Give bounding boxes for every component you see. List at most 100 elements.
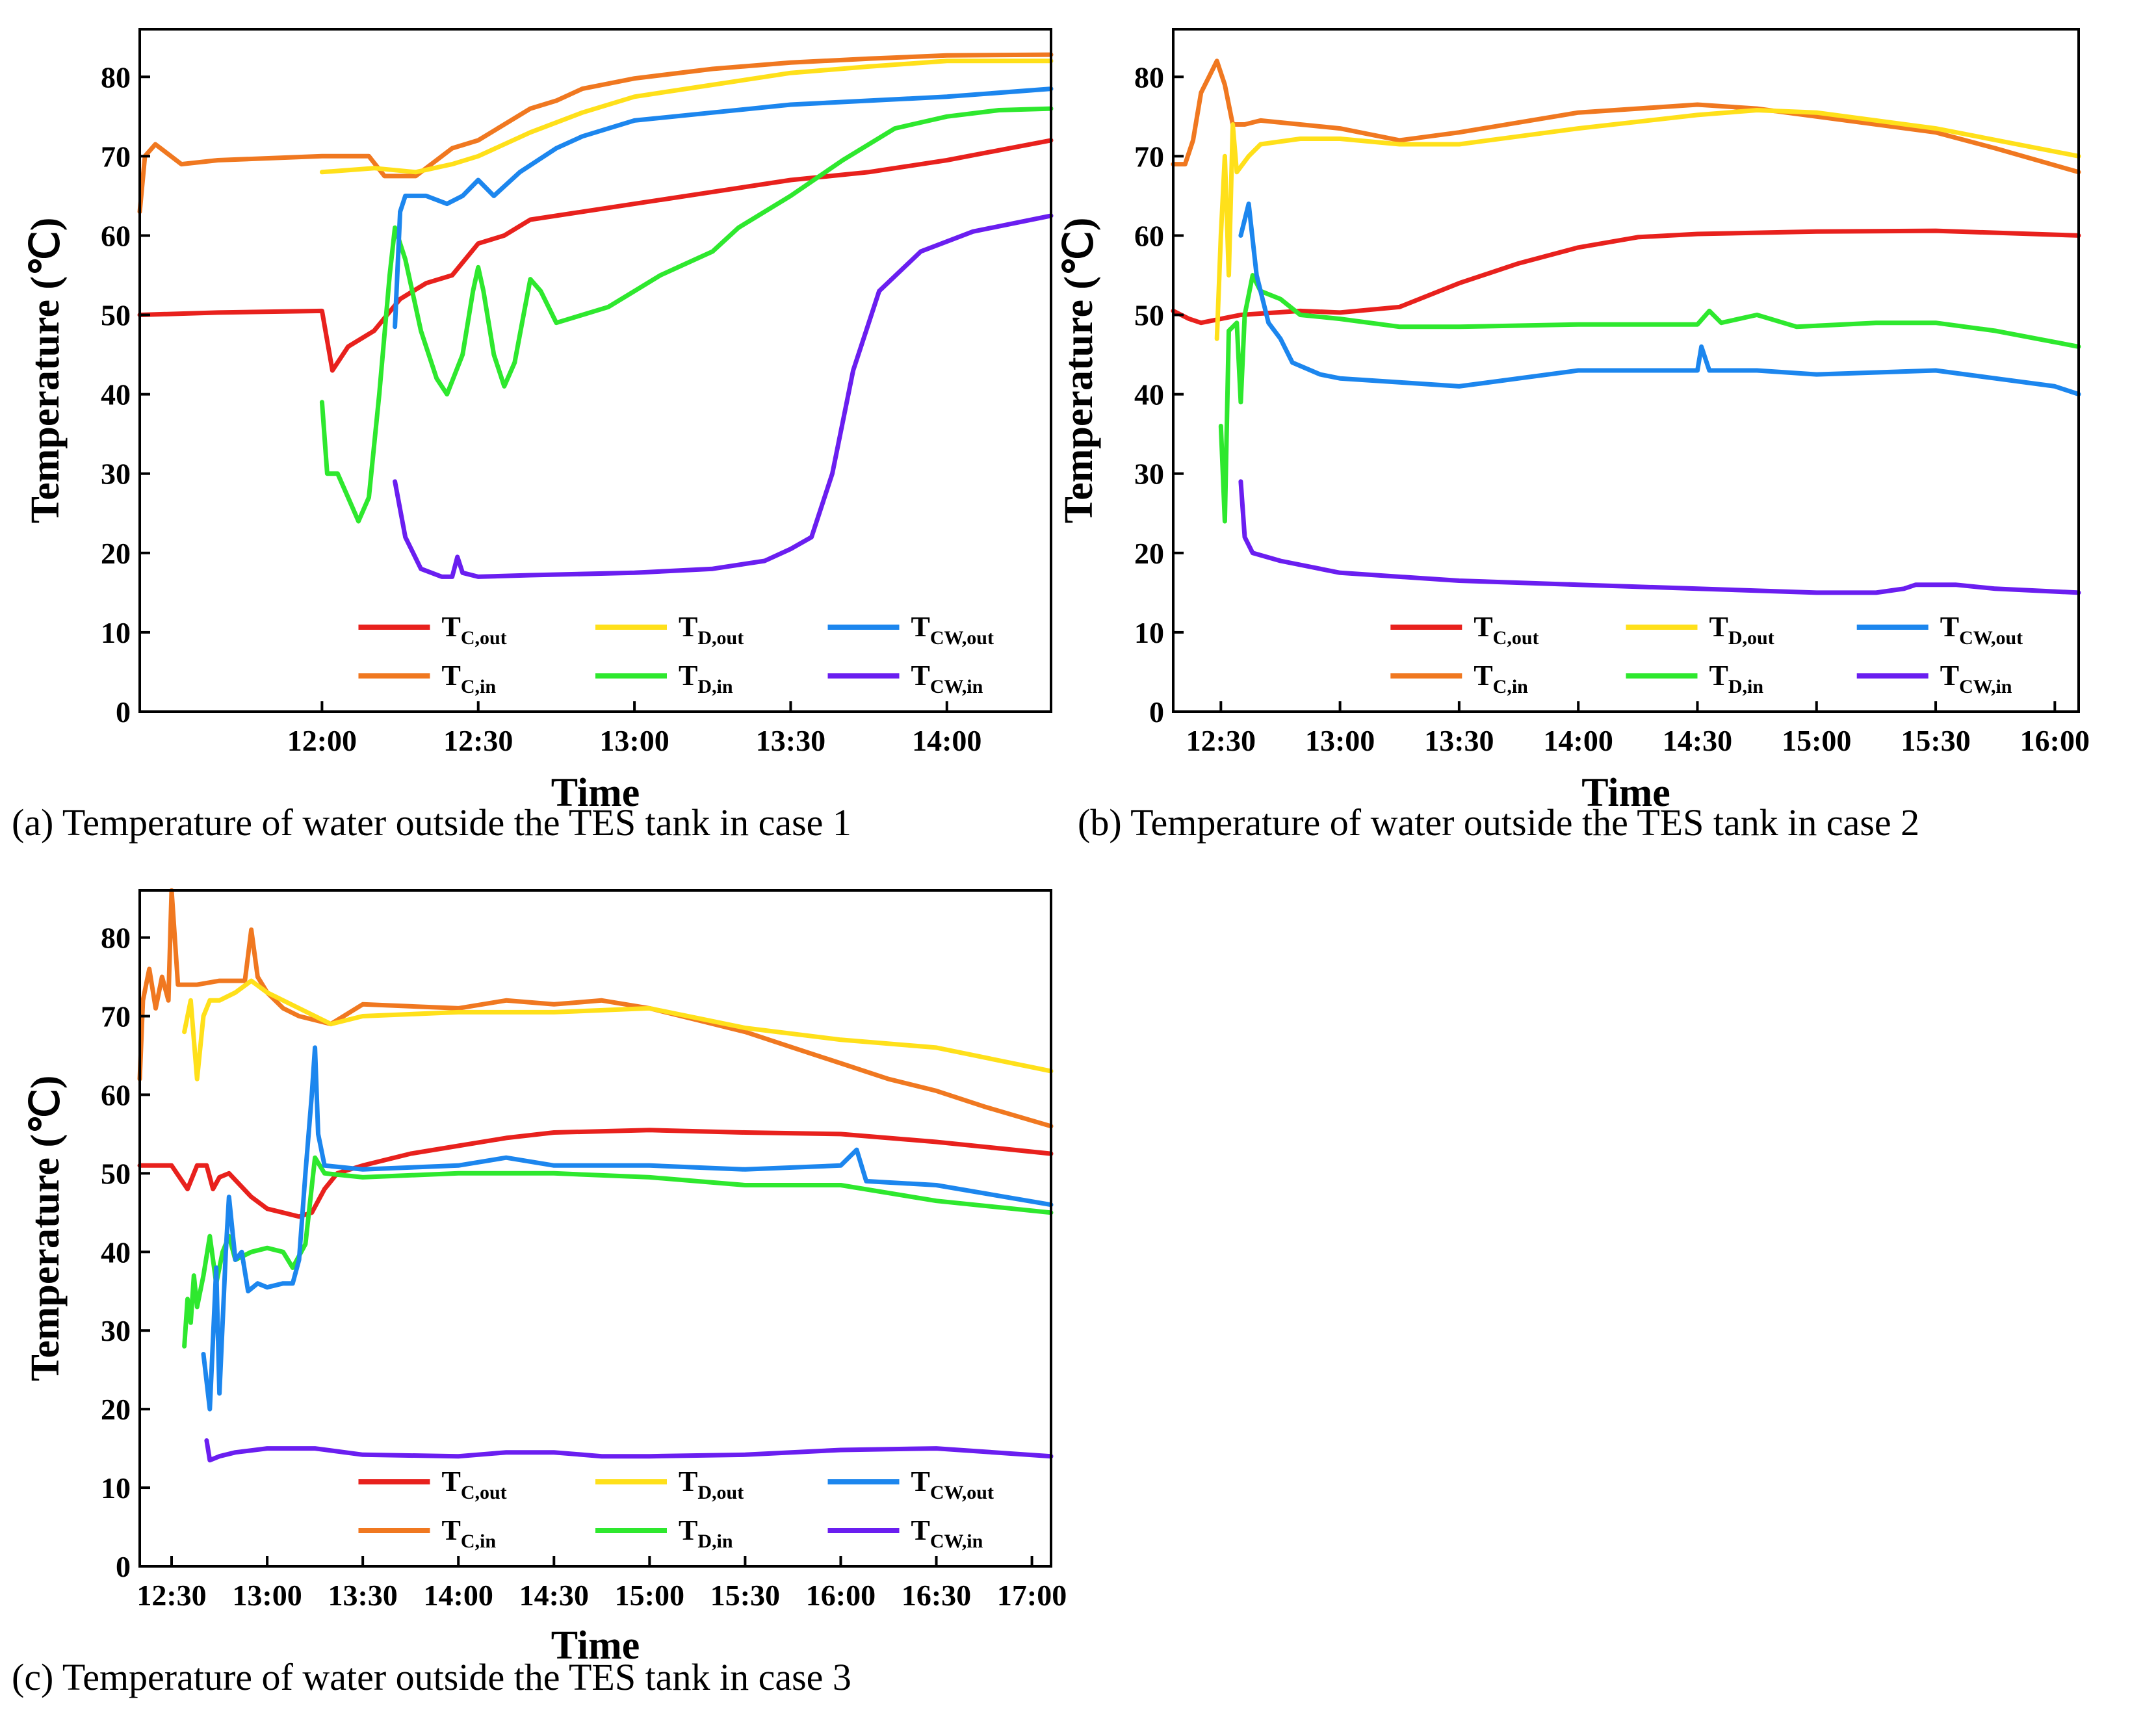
plot-frame — [138, 28, 1052, 713]
y-tick-label: 20 — [101, 1393, 131, 1426]
y-tick-label: 50 — [101, 299, 131, 332]
series-line-c-out — [137, 1128, 1054, 1219]
legend-label-c-in: TC,in — [441, 660, 496, 697]
legend-label-c-in: TC,in — [1474, 660, 1528, 697]
legend-label-d-in: TD,in — [1709, 660, 1764, 697]
series-line-d-in — [319, 106, 1054, 524]
series-line-d-in — [182, 1155, 1054, 1349]
x-tick-label: 14:30 — [519, 1579, 589, 1612]
series-line-d-out — [1214, 108, 2081, 341]
y-axis-title: Temperature (℃) — [23, 218, 68, 524]
x-tick-label: 12:00 — [287, 724, 357, 757]
y-tick-label: 50 — [101, 1157, 131, 1190]
y-tick-label: 40 — [1134, 378, 1164, 411]
y-tick-label: 30 — [1134, 458, 1164, 491]
legend-label-c-out: TC,out — [1474, 611, 1539, 649]
x-tick-label: 15:00 — [1782, 724, 1851, 757]
y-tick-label: 30 — [101, 1314, 131, 1347]
series-line-c-out — [137, 138, 1054, 373]
x-tick-label: 16:00 — [2020, 724, 2090, 757]
plot-frame — [138, 889, 1052, 1568]
y-tick-label: 80 — [1134, 60, 1164, 94]
x-axis-title: Time — [551, 1624, 640, 1668]
legend-label-cw-out: TCW,out — [911, 611, 994, 649]
y-tick-label: 70 — [1134, 140, 1164, 173]
x-tick-label: 14:00 — [424, 1579, 493, 1612]
x-tick-label: 14:00 — [1544, 724, 1613, 757]
x-tick-label: 13:00 — [1305, 724, 1375, 757]
x-tick-label: 13:00 — [232, 1579, 302, 1612]
y-axis-title: Temperature (℃) — [23, 1076, 68, 1382]
x-tick-label: 15:30 — [1901, 724, 1970, 757]
y-tick-label: 60 — [101, 219, 131, 252]
plot-frame — [1172, 28, 2080, 713]
x-tick-label: 14:30 — [1663, 724, 1732, 757]
caption-b: (b) Temperature of water outside the TES… — [1078, 801, 1919, 844]
y-tick-label: 70 — [101, 140, 131, 173]
legend-label-cw-in: TCW,in — [911, 1514, 983, 1552]
series-line-d-out — [182, 978, 1054, 1081]
x-axis-title: Time — [1581, 771, 1670, 815]
legend: TC,out TD,out TCW,out TC,in TD,in TCW,in — [358, 1466, 994, 1552]
y-axis-title: Temperature (℃) — [1057, 218, 1101, 524]
y-tick-label: 10 — [1134, 616, 1164, 649]
y-tick-label: 20 — [1134, 537, 1164, 570]
series-line-cw-in — [1238, 479, 2081, 595]
series-line-c-out — [1171, 228, 2081, 326]
x-tick-label: 13:30 — [328, 1579, 397, 1612]
legend: TC,out TD,out TCW,out TC,in TD,in TCW,in — [1390, 611, 2023, 697]
legend-label-cw-in: TCW,in — [911, 660, 983, 697]
series-line-c-in — [137, 888, 1054, 1129]
x-tick-label: 13:30 — [1424, 724, 1494, 757]
x-tick-label: 15:00 — [615, 1579, 684, 1612]
series-line-cw-out — [1238, 201, 2081, 397]
chart-panel-c: 12:30 13:00 13:30 14:00 14:30 15:00 15:30 16:00… — [23, 888, 1067, 1668]
legend-label-d-in: TD,in — [679, 1514, 733, 1552]
legend-label-c-out: TC,out — [441, 1466, 506, 1503]
chart-panel-a: 12:00 12:30 13:00 13:30 14:00 0 10 20 30 40 50 60 70… — [23, 28, 1054, 815]
y-tick-label: 10 — [101, 616, 131, 649]
y-tick-label: 0 — [1149, 695, 1164, 729]
legend: TC,out TD,out TCW,out TC,in TD,in TCW,in — [358, 611, 994, 697]
x-tick-label: 14:00 — [912, 724, 981, 757]
x-tick-label: 12:30 — [443, 724, 513, 757]
y-tick-label: 70 — [101, 1000, 131, 1033]
y-tick-label: 10 — [101, 1471, 131, 1505]
x-tick-label: 12:30 — [136, 1579, 206, 1612]
y-tick-label: 0 — [116, 1550, 131, 1583]
caption-a: (a) Temperature of water outside the TES… — [12, 801, 851, 844]
legend-label-d-in: TD,in — [679, 660, 733, 697]
caption-c: (c) Temperature of water outside the TES… — [12, 1656, 851, 1698]
x-tick-label: 17:00 — [997, 1579, 1067, 1612]
legend-label-cw-in: TCW,in — [1940, 660, 2012, 697]
series-line-c-in — [137, 52, 1054, 214]
legend-label-c-in: TC,in — [441, 1514, 496, 1552]
y-tick-label: 40 — [101, 1236, 131, 1269]
y-tick-label: 80 — [101, 922, 131, 955]
series-line-cw-in — [393, 213, 1054, 579]
x-axis-title: Time — [551, 771, 640, 815]
y-tick-label: 0 — [116, 695, 131, 729]
y-tick-label: 80 — [101, 60, 131, 94]
x-tick-label: 16:00 — [806, 1579, 876, 1612]
legend-label-d-out: TD,out — [679, 611, 744, 649]
x-tick-label: 13:30 — [756, 724, 825, 757]
series-line-cw-in — [204, 1438, 1054, 1463]
legend-label-d-out: TD,out — [1709, 611, 1774, 649]
y-tick-label: 60 — [1134, 219, 1164, 252]
legend-label-cw-out: TCW,out — [1940, 611, 2023, 649]
series-line-d-out — [319, 58, 1054, 175]
legend-label-cw-out: TCW,out — [911, 1466, 994, 1503]
series-line-cw-out — [393, 86, 1054, 330]
y-tick-label: 60 — [101, 1078, 131, 1111]
series-line-cw-out — [201, 1045, 1054, 1412]
x-tick-label: 15:30 — [710, 1579, 780, 1612]
series-line-d-in — [1218, 273, 2081, 524]
x-tick-label: 16:30 — [902, 1579, 971, 1612]
legend-label-d-out: TD,out — [679, 1466, 744, 1503]
x-tick-label: 12:30 — [1186, 724, 1256, 757]
y-tick-label: 40 — [101, 378, 131, 411]
series-line-c-in — [1171, 58, 2081, 175]
x-tick-label: 13:00 — [599, 724, 669, 757]
